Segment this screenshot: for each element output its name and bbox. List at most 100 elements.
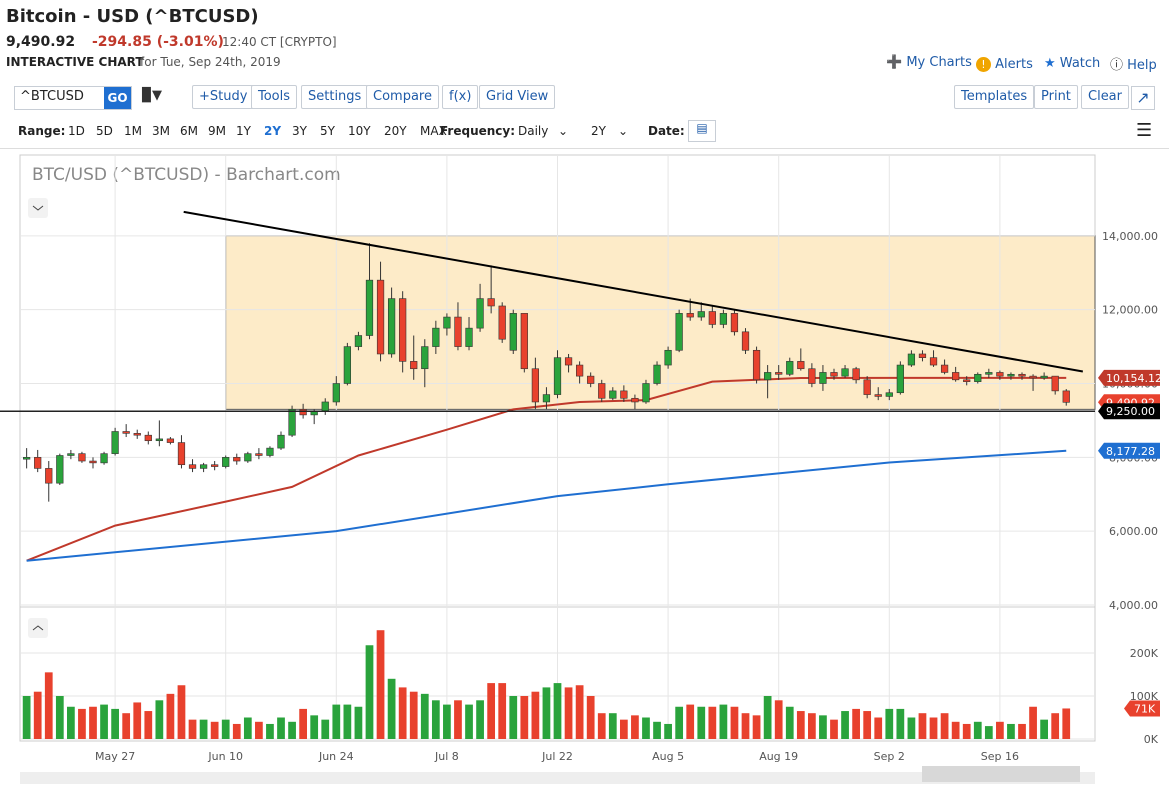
volume-bar bbox=[199, 719, 208, 739]
candle-body bbox=[498, 305, 506, 340]
range-option[interactable]: 20Y bbox=[384, 124, 407, 138]
volume-bar bbox=[1007, 723, 1015, 739]
scrollbar[interactable] bbox=[20, 772, 1095, 784]
candle-body bbox=[166, 438, 175, 443]
volume-bar bbox=[1051, 713, 1060, 739]
change: -294.85 (-3.01%) bbox=[92, 34, 224, 50]
volume-bar bbox=[608, 713, 617, 739]
volume-bar bbox=[398, 687, 407, 739]
candle-body bbox=[56, 455, 64, 484]
candle-body bbox=[797, 361, 805, 370]
volume-bar bbox=[863, 711, 872, 739]
range-option[interactable]: 1Y bbox=[236, 124, 251, 138]
expand-button[interactable] bbox=[28, 618, 48, 638]
volume-bar bbox=[498, 683, 507, 739]
volume-bar bbox=[752, 715, 761, 739]
volume-bar bbox=[365, 645, 374, 739]
volume-bar bbox=[266, 723, 274, 739]
candle-body bbox=[952, 372, 960, 381]
candle-body bbox=[509, 313, 517, 351]
volume-bar bbox=[166, 693, 175, 739]
go-button[interactable]: GO bbox=[104, 87, 131, 109]
title: Bitcoin - USD (^BTCUSD) bbox=[6, 6, 259, 27]
candle-body bbox=[78, 453, 86, 462]
volume-bar bbox=[631, 715, 639, 739]
candle-body bbox=[520, 313, 528, 370]
symbol-input[interactable]: ^BTCUSD bbox=[20, 89, 84, 104]
range-option[interactable]: 9M bbox=[208, 124, 226, 138]
symbol-box[interactable] bbox=[14, 86, 132, 110]
candle-body bbox=[653, 364, 661, 384]
volume-bar bbox=[487, 683, 496, 739]
range-option[interactable]: 3M bbox=[152, 124, 170, 138]
candle-body bbox=[741, 331, 750, 351]
chevron bbox=[32, 625, 44, 631]
link[interactable]: ⓘ Help bbox=[1110, 58, 1157, 73]
volume-bar bbox=[520, 696, 529, 739]
candle-body bbox=[620, 390, 628, 399]
link[interactable]: ★ Watch bbox=[1044, 56, 1101, 71]
toolbar-button[interactable]: +Study bbox=[192, 85, 255, 109]
toolbar-button[interactable]: Tools bbox=[251, 85, 298, 109]
range-option[interactable]: 3Y bbox=[292, 124, 307, 138]
volume-bar bbox=[531, 691, 540, 739]
trendline bbox=[183, 210, 1084, 373]
range-option[interactable]: 6M bbox=[180, 124, 198, 138]
range-option[interactable]: 5D bbox=[96, 124, 113, 138]
candle-body bbox=[465, 327, 473, 347]
toolbar-button[interactable]: Compare bbox=[366, 85, 439, 109]
volume-bar bbox=[1018, 723, 1026, 739]
range-option[interactable]: 2Y bbox=[264, 124, 282, 138]
calendar-button[interactable]: ▤ bbox=[688, 120, 716, 142]
candle-body bbox=[730, 313, 739, 333]
x-tick-label: Jul 8 bbox=[434, 750, 459, 763]
candle-body bbox=[1018, 373, 1026, 377]
candle-body bbox=[752, 349, 761, 381]
range-option[interactable]: MAX bbox=[420, 124, 447, 138]
toolbar-button[interactable]: Clear bbox=[1081, 85, 1129, 109]
toolbar-button[interactable]: Settings bbox=[301, 85, 369, 109]
toolbar-button[interactable]: Grid View bbox=[479, 85, 556, 109]
candle-body bbox=[609, 390, 617, 399]
candle-body bbox=[89, 460, 97, 464]
range-option[interactable]: 10Y bbox=[348, 124, 371, 138]
volume-bar bbox=[343, 704, 352, 739]
candle-body bbox=[1040, 375, 1048, 379]
volume-bar bbox=[133, 702, 142, 739]
candle-body bbox=[675, 313, 683, 351]
range-option[interactable]: 1M bbox=[124, 124, 142, 138]
chevron bbox=[32, 205, 44, 211]
candle-body bbox=[454, 316, 462, 347]
y-tick-label: 6,000.00 bbox=[1109, 525, 1158, 538]
candle-body bbox=[1051, 375, 1059, 392]
period-select[interactable]: 2Y bbox=[591, 124, 606, 138]
range-option[interactable]: 5Y bbox=[320, 124, 335, 138]
volume-bar bbox=[675, 706, 684, 739]
collapse-button[interactable] bbox=[28, 198, 48, 218]
volume-bar bbox=[774, 700, 783, 739]
link[interactable]: ! Alerts bbox=[976, 57, 1033, 72]
candle-body bbox=[299, 409, 307, 416]
range-option[interactable]: 1D bbox=[68, 124, 85, 138]
toolbar-button[interactable]: Templates bbox=[954, 85, 1035, 109]
toolbar-button[interactable]: Print bbox=[1034, 85, 1078, 109]
volume-bar bbox=[310, 715, 319, 739]
x-tick-label: Jun 24 bbox=[318, 750, 354, 763]
candle-body bbox=[819, 372, 827, 384]
toolbar-button[interactable]: f(x) bbox=[442, 85, 479, 109]
link[interactable]: ➕ My Charts bbox=[886, 55, 972, 70]
volume-bar bbox=[653, 721, 661, 739]
candle-body bbox=[996, 372, 1004, 377]
frequency-select[interactable]: Daily bbox=[518, 124, 549, 138]
scroll-handle[interactable] bbox=[922, 766, 1080, 782]
popout-button[interactable]: ↗ bbox=[1131, 86, 1155, 110]
volume-bar bbox=[808, 713, 816, 739]
chart-type[interactable]: ▉▼ bbox=[142, 88, 162, 103]
chart-date: for Tue, Sep 24th, 2019 bbox=[140, 55, 281, 69]
menu-button[interactable]: ☰ bbox=[1136, 120, 1153, 141]
volume-bar bbox=[476, 700, 484, 739]
candle-body bbox=[874, 394, 882, 397]
date-label: Date: bbox=[648, 124, 685, 138]
volume-bar bbox=[841, 711, 849, 739]
